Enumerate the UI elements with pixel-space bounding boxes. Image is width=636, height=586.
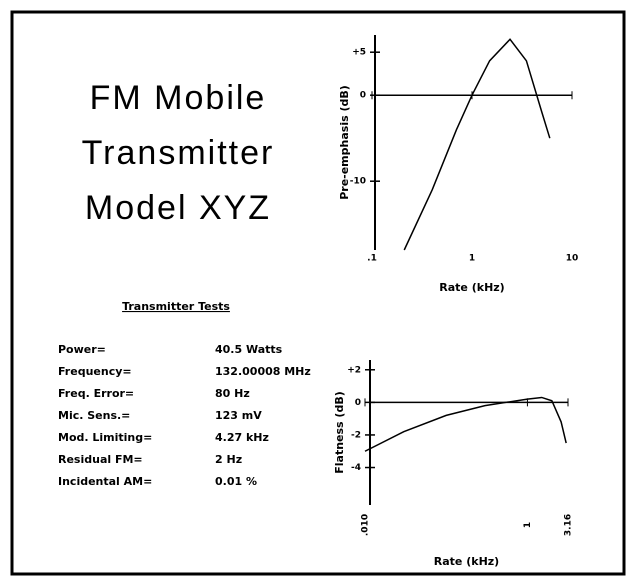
y-axis-label: Flatness (dB) (333, 391, 346, 474)
x-tick-label: .010 (361, 514, 371, 536)
title-line: FM Mobile (90, 79, 267, 117)
x-tick-label: .1 (367, 254, 377, 264)
row-label: Frequency= (58, 365, 132, 378)
row-label: Mic. Sens.= (58, 409, 130, 422)
y-tick-label: -2 (351, 430, 361, 440)
data-line (364, 396, 567, 452)
row-value: 132.00008 MHz (215, 365, 311, 378)
row-value: 2 Hz (215, 453, 242, 466)
row-label: Freq. Error= (58, 387, 134, 400)
table-heading: Transmitter Tests (122, 300, 230, 313)
row-label: Power= (58, 343, 106, 356)
y-axis-label: Pre-emphasis (dB) (338, 85, 351, 200)
x-tick-label: 1 (469, 254, 475, 264)
frame (10, 10, 626, 576)
row-label: Mod. Limiting= (58, 431, 152, 444)
x-tick-label: 1 (523, 522, 533, 528)
y-tick-label: +2 (347, 365, 361, 375)
y-tick-label: 0 (360, 91, 366, 101)
row-value: 123 mV (215, 409, 262, 422)
row-label: Residual FM= (58, 453, 143, 466)
row-value: 80 Hz (215, 387, 250, 400)
row-label: Incidental AM= (58, 475, 152, 488)
title-line: Transmitter (82, 134, 275, 172)
x-axis-label: Rate (kHz) (439, 281, 504, 294)
y-tick-label: -4 (351, 463, 361, 473)
y-tick-label: 0 (355, 398, 361, 408)
data-line (403, 38, 551, 251)
x-axis-label: Rate (kHz) (434, 555, 499, 568)
row-value: 40.5 Watts (215, 343, 283, 356)
y-tick-label: -10 (350, 177, 366, 187)
title-line: Model XYZ (85, 189, 271, 227)
x-tick-label: 10 (566, 254, 579, 264)
y-tick-label: +5 (352, 48, 366, 58)
x-tick-label: 3.16 (564, 514, 574, 536)
row-value: 4.27 kHz (215, 431, 269, 444)
row-value: 0.01 % (215, 475, 257, 488)
